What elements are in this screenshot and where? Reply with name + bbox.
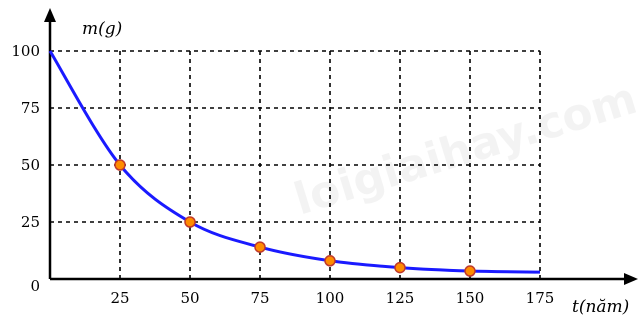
x-tick-label: 100 xyxy=(316,289,345,307)
watermark-text: loigiaihay.com xyxy=(288,73,640,226)
x-tick-label: 125 xyxy=(386,289,415,307)
data-point-marker xyxy=(114,159,126,171)
data-point-marker xyxy=(324,255,336,267)
y-tick-label: 100 xyxy=(11,42,40,60)
y-axis-label: m(g) xyxy=(82,19,122,39)
x-tick-label: 175 xyxy=(526,289,555,307)
x-tick-label: 75 xyxy=(250,289,269,307)
x-tick-label: 150 xyxy=(456,289,485,307)
x-axis-label: t(năm) xyxy=(572,297,629,317)
x-axis-arrow xyxy=(624,273,638,285)
y-tick-label: 50 xyxy=(21,156,40,174)
data-point-marker xyxy=(184,216,196,228)
y-axis-arrow xyxy=(44,8,56,22)
data-point-marker xyxy=(464,265,476,277)
x-tick-label: 50 xyxy=(180,289,199,307)
x-tick-label: 25 xyxy=(110,289,129,307)
y-tick-label: 25 xyxy=(21,213,40,231)
grid xyxy=(50,50,541,279)
y-tick-label: 0 xyxy=(30,277,40,295)
axes xyxy=(44,8,638,285)
y-tick-label: 75 xyxy=(21,99,40,117)
data-point-marker xyxy=(254,241,266,253)
data-points xyxy=(114,159,476,277)
data-point-marker xyxy=(394,261,406,274)
tick-labels: 25 50 75 100 125 150 175 0 25 50 75 100 xyxy=(11,42,554,307)
